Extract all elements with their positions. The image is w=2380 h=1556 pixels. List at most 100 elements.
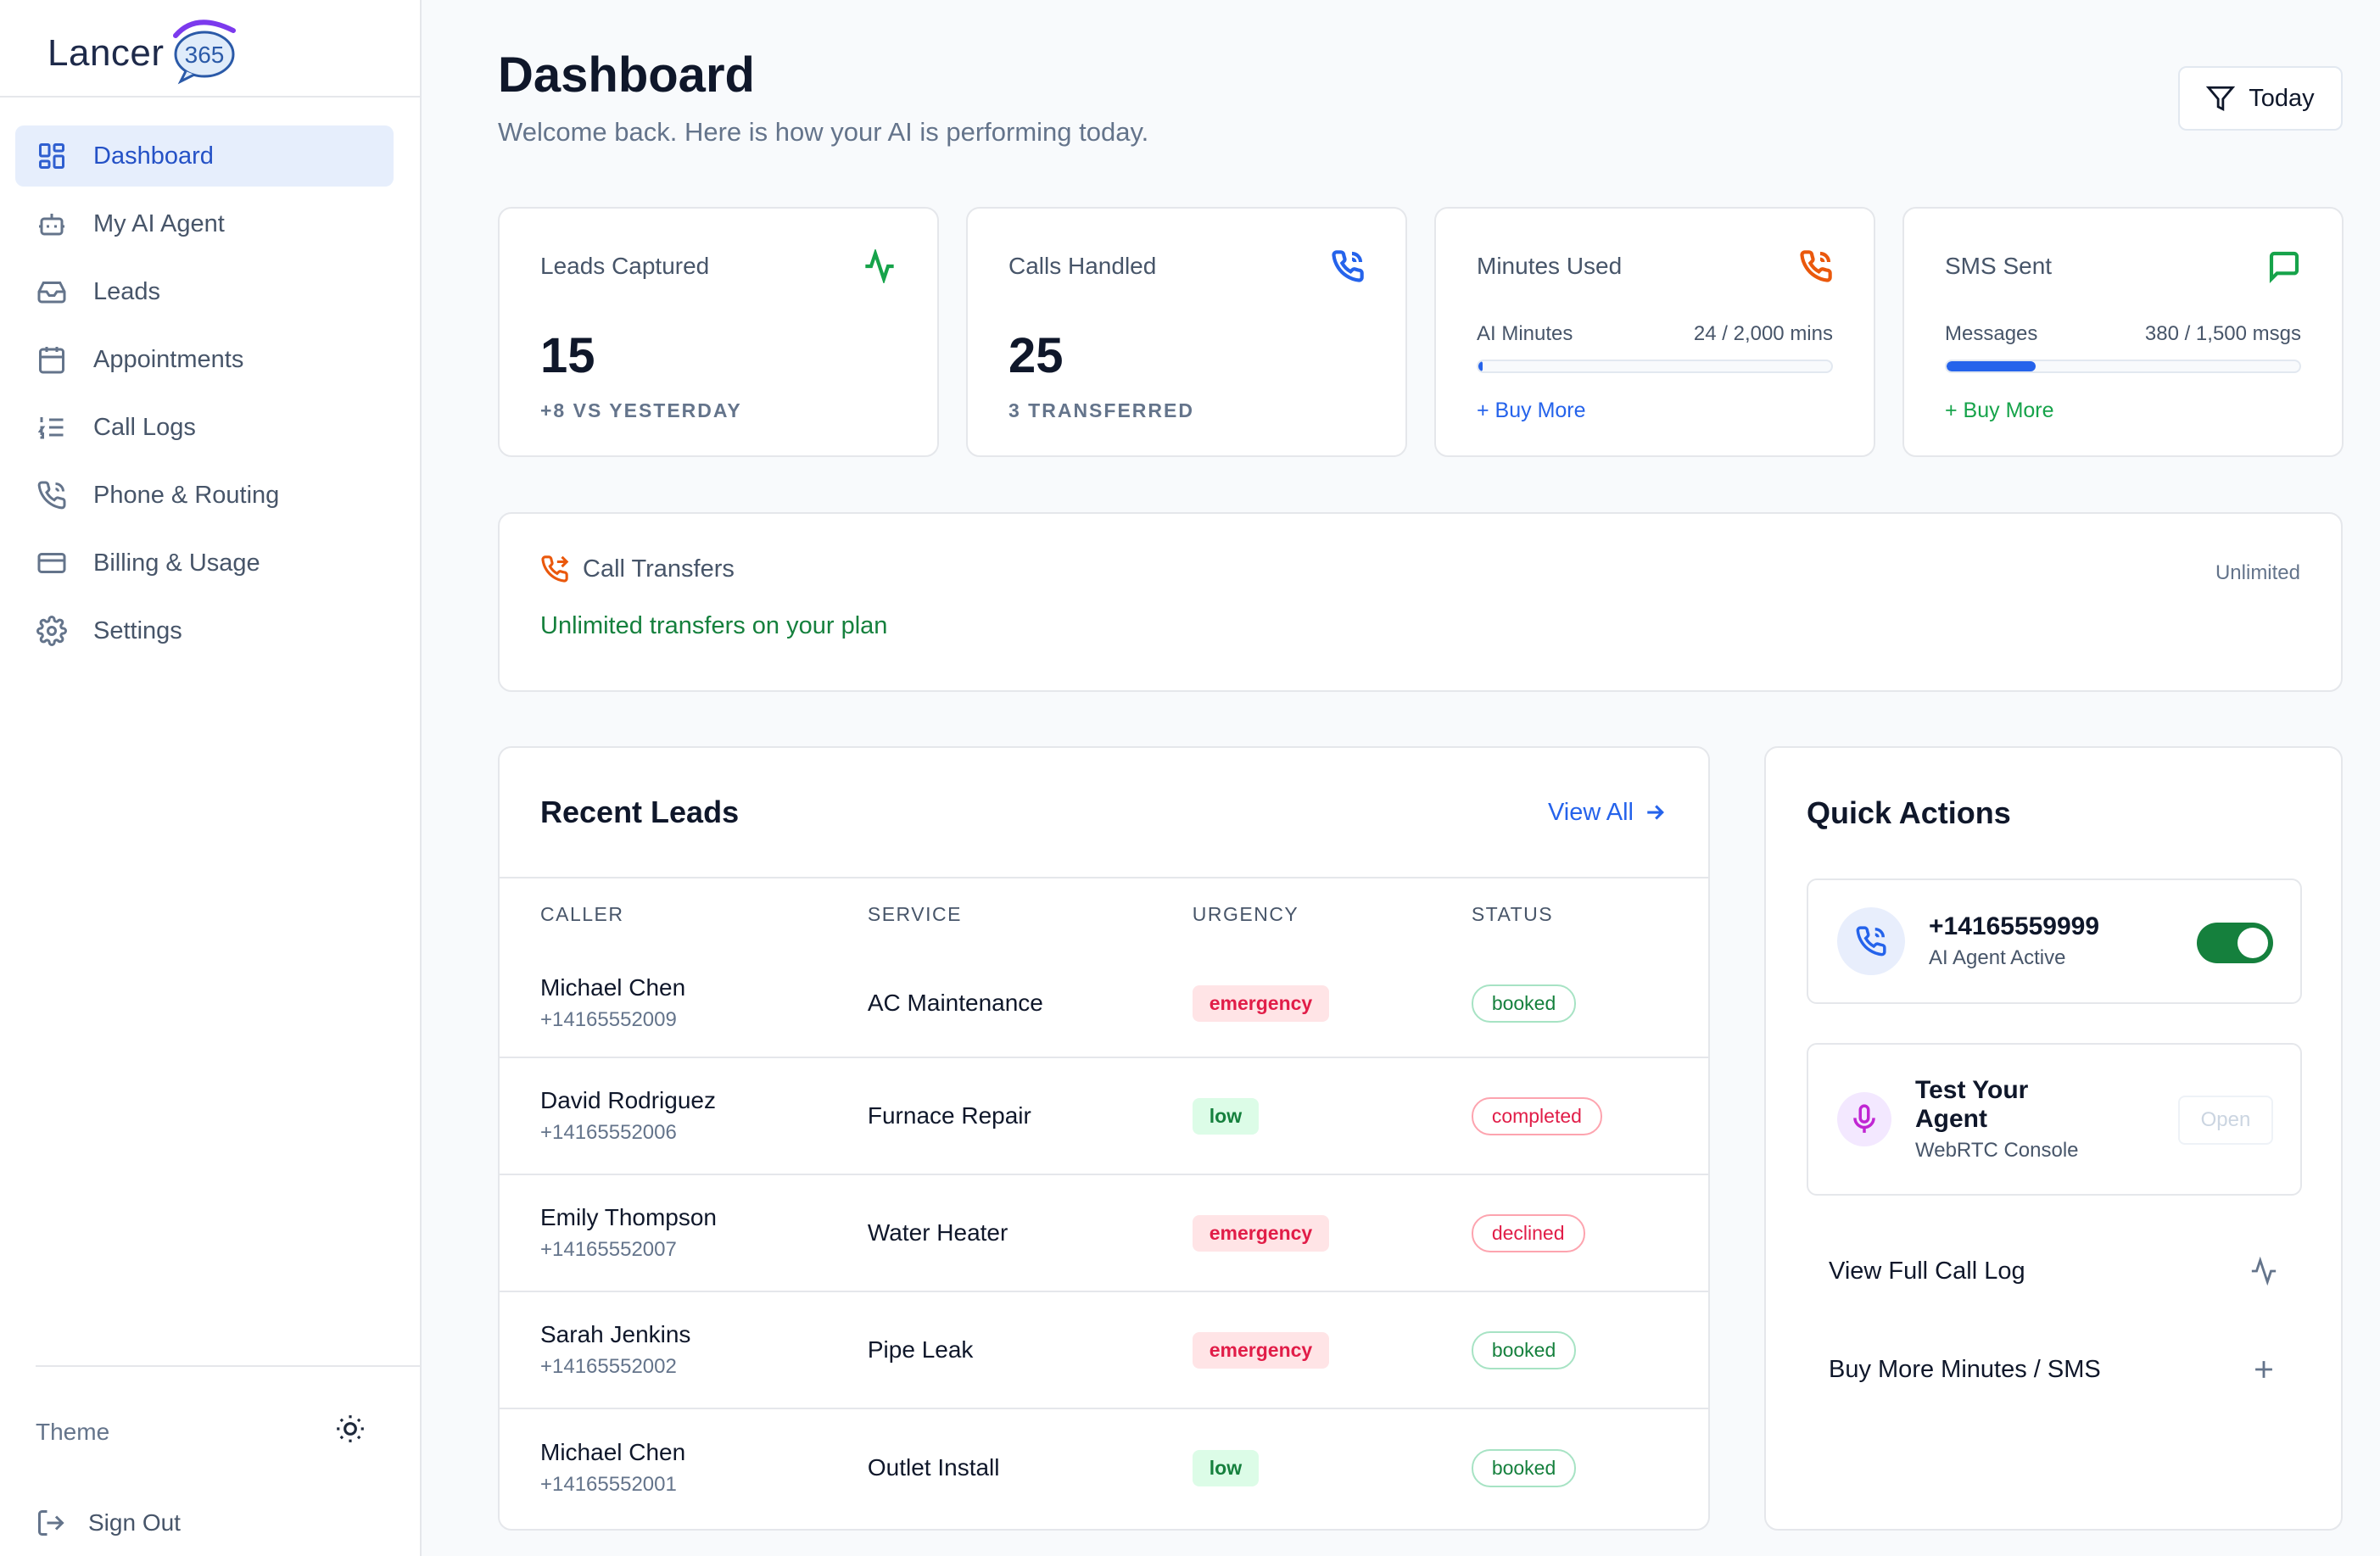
test-agent-title-line1: Test Your	[1915, 1076, 2029, 1104]
urgency-badge: emergency	[1192, 984, 1330, 1022]
minutes-progress-bar	[1477, 360, 1833, 373]
phone-forwarded-icon	[541, 555, 569, 583]
sidebar-nav: Dashboard My AI Agent Leads Appointments…	[15, 125, 394, 668]
brand-badge: 365	[185, 42, 225, 68]
stat-card-calls: Calls Handled 25 3 TRANSFERRED	[966, 207, 1407, 457]
status-badge: declined	[1471, 1213, 1585, 1252]
usage-value: 24 / 2,000 mins	[1693, 322, 1833, 345]
theme-row: Theme	[36, 1413, 366, 1451]
transfers-note: Unlimited transfers on your plan	[540, 612, 888, 639]
minutes-progress-fill	[1478, 361, 1483, 371]
mic-avatar	[1837, 1092, 1891, 1146]
sidebar-item-label: Appointments	[93, 345, 244, 373]
stat-value: 15	[540, 328, 595, 383]
list-ordered-icon	[36, 411, 68, 443]
phone-call-icon	[36, 479, 68, 511]
activity-icon	[2251, 1257, 2277, 1286]
table-row[interactable]: David Rodriguez +14165552006 Furnace Repa…	[500, 1058, 1708, 1175]
caller-name: Michael Chen	[540, 974, 686, 1001]
agent-active-toggle[interactable]	[2197, 923, 2273, 963]
urgency-badge: low	[1192, 1097, 1260, 1135]
table-row[interactable]: Michael Chen +14165552001 Outlet Install …	[500, 1409, 1708, 1526]
transfers-badge: Unlimited	[2215, 561, 2300, 584]
recent-leads-title: Recent Leads	[540, 795, 740, 829]
urgency-badge: emergency	[1192, 1331, 1330, 1369]
table-row[interactable]: Michael Chen +14165552009 AC Maintenance …	[500, 950, 1708, 1058]
sidebar-item-phone-routing[interactable]: Phone & Routing	[15, 465, 394, 526]
view-all-link[interactable]: View All	[1548, 799, 1668, 827]
sidebar-item-label: Leads	[93, 277, 161, 305]
view-all-label: View All	[1547, 798, 1634, 826]
buy-more-minutes-link[interactable]: + Buy More	[1477, 399, 1586, 422]
caller-name: Michael Chen	[540, 1439, 686, 1465]
usage-label: Messages	[1945, 322, 2038, 345]
stat-sub: 3 TRANSFERRED	[1008, 399, 1194, 421]
service-name: AC Maintenance	[867, 990, 1043, 1016]
sidebar-item-label: My AI Agent	[93, 209, 225, 237]
status-badge: booked	[1471, 1330, 1577, 1369]
stat-sub: +8 VS YESTERDAY	[540, 399, 742, 421]
stat-card-sms: SMS Sent Messages 380 / 1,500 msgs + Buy…	[1902, 207, 2344, 457]
sidebar-divider	[0, 96, 422, 98]
brand-logo[interactable]: Lancer 365	[47, 10, 243, 86]
phone-outgoing-icon	[1800, 250, 1832, 282]
view-call-log-link[interactable]: View Full Call Log	[1829, 1257, 2278, 1286]
arrow-right-icon	[1647, 805, 1664, 820]
status-badge: completed	[1471, 1096, 1602, 1135]
urgency-badge: low	[1192, 1449, 1260, 1486]
call-transfers-card: Call Transfers Unlimited Unlimited trans…	[498, 512, 2343, 692]
plus-icon	[2255, 1361, 2272, 1378]
phone-call-icon	[1856, 926, 1886, 956]
agent-phone-number: +14165559999	[1929, 912, 2100, 940]
test-agent-sub: WebRTC Console	[1915, 1139, 2079, 1162]
sidebar-item-billing-usage[interactable]: Billing & Usage	[15, 533, 394, 594]
usage-label: AI Minutes	[1477, 322, 1573, 345]
sidebar-item-label: Dashboard	[93, 142, 214, 170]
filter-icon	[2206, 86, 2236, 112]
sign-out-button[interactable]: Sign Out	[36, 1508, 181, 1538]
gear-icon	[36, 615, 68, 647]
date-filter-button[interactable]: Today	[2178, 66, 2343, 131]
sidebar-item-my-ai-agent[interactable]: My AI Agent	[15, 193, 394, 254]
page-title: Dashboard	[498, 47, 755, 103]
status-badge: booked	[1471, 1448, 1577, 1487]
page-subtitle: Welcome back. Here is how your AI is per…	[498, 117, 1149, 147]
phone-call-icon	[1332, 250, 1364, 282]
column-header: STATUS	[1471, 902, 1554, 925]
quick-actions-card: Quick Actions +14165559999 AI Agent Acti…	[1764, 746, 2343, 1531]
sidebar-item-appointments[interactable]: Appointments	[15, 329, 394, 390]
sidebar-item-settings[interactable]: Settings	[15, 600, 394, 661]
sidebar-item-call-logs[interactable]: Call Logs	[15, 397, 394, 458]
sidebar-footer-divider	[36, 1365, 422, 1367]
sidebar-item-dashboard[interactable]: Dashboard	[15, 125, 394, 187]
usage-value: 380 / 1,500 msgs	[2144, 322, 2301, 345]
credit-card-icon	[36, 547, 68, 579]
buy-more-sms-link[interactable]: + Buy More	[1945, 399, 2054, 422]
caller-phone: +14165552009	[540, 1008, 677, 1031]
sidebar-item-label: Phone & Routing	[93, 481, 280, 509]
stat-card-leads: Leads Captured 15 +8 VS YESTERDAY	[498, 207, 939, 457]
toggle-knob	[2238, 928, 2268, 958]
caller-phone: +14165552006	[540, 1121, 677, 1144]
buy-minutes-sms-link[interactable]: Buy More Minutes / SMS	[1829, 1355, 2278, 1384]
calendar-icon	[36, 343, 68, 376]
table-row[interactable]: Emily Thompson +14165552007 Water Heater …	[500, 1175, 1708, 1292]
table-row[interactable]: Sarah Jenkins +14165552002 Pipe Leak emer…	[500, 1292, 1708, 1409]
buy-minutes-sms-label: Buy More Minutes / SMS	[1829, 1355, 2101, 1383]
open-console-button[interactable]: Open	[2178, 1096, 2273, 1145]
activity-icon	[865, 249, 894, 283]
stat-title: Calls Handled	[1008, 253, 1157, 279]
stat-title: SMS Sent	[1945, 253, 2053, 279]
logo-bubble-icon: 365	[173, 20, 236, 85]
agent-phone-box: +14165559999 AI Agent Active	[1807, 878, 2302, 1004]
recent-leads-card: Recent Leads View All CALLER SERVICE URG…	[498, 746, 1710, 1531]
caller-name: Emily Thompson	[540, 1204, 718, 1230]
status-badge: booked	[1471, 984, 1577, 1023]
sms-progress-fill	[1947, 361, 2036, 371]
quick-actions-title: Quick Actions	[1807, 795, 2011, 830]
caller-name: David Rodriguez	[540, 1087, 716, 1113]
stat-title: Leads Captured	[540, 253, 710, 279]
sidebar-item-leads[interactable]: Leads	[15, 261, 394, 322]
service-name: Pipe Leak	[867, 1336, 974, 1363]
sun-icon[interactable]	[334, 1413, 366, 1451]
